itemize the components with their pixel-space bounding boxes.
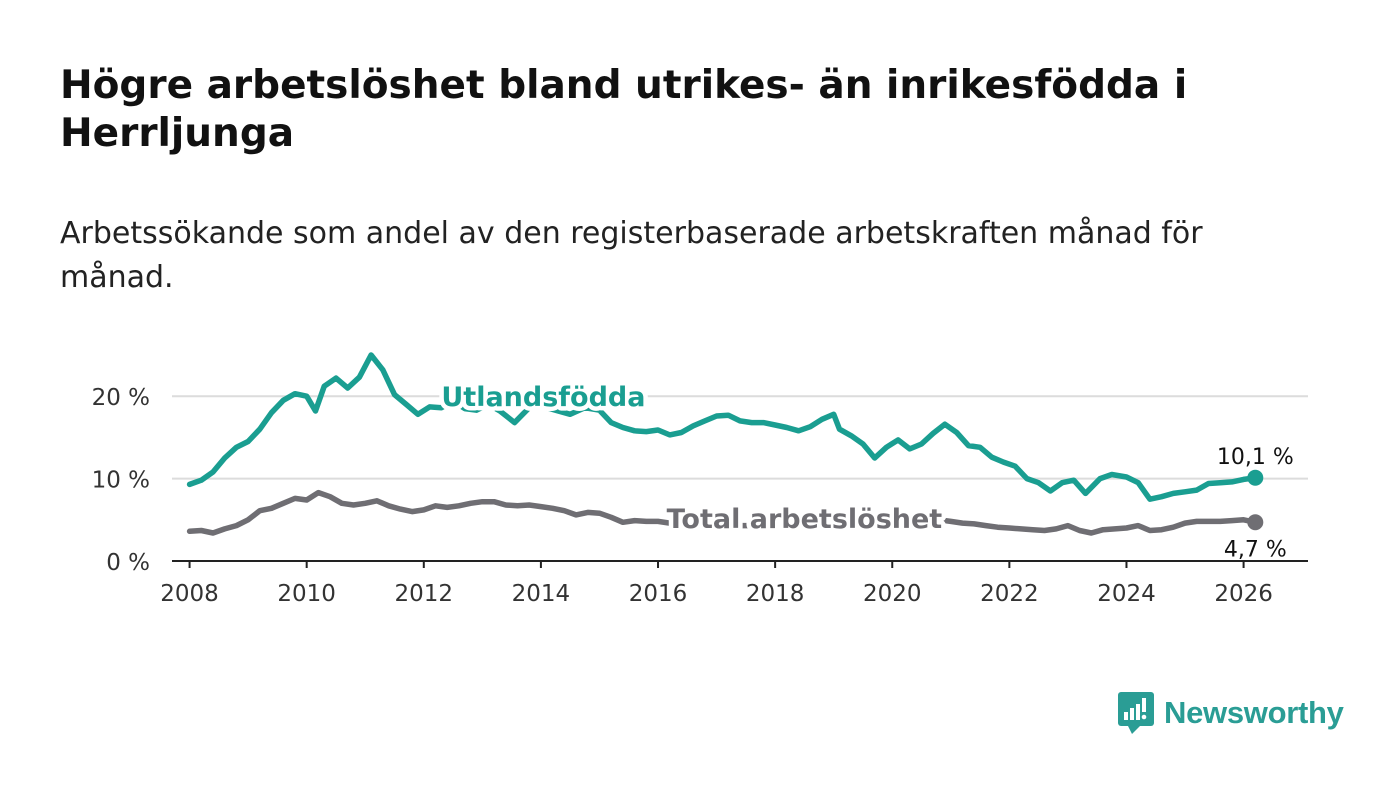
chart-title: Högre arbetslöshet bland utrikes- än inr…: [60, 63, 1188, 156]
series-end-marker: [1247, 469, 1264, 486]
x-tick-label: 2016: [629, 581, 688, 607]
x-tick-label: 2010: [277, 581, 336, 607]
chart-subtitle: Arbetssökande som andel av den registerb…: [60, 216, 1203, 295]
gridlines: [172, 395, 1308, 480]
y-tick-label: 10 %: [92, 468, 150, 494]
x-tick-label: 2020: [863, 581, 922, 607]
brand-name: Newsworthy: [1164, 695, 1344, 730]
labels: Utlandsfödda Total arbetslöshet 10,1 % 4,7 …: [437, 378, 1294, 563]
series-label: Utlandsfödda: [441, 382, 645, 413]
x-tick-label: 2026: [1214, 581, 1273, 607]
x-tick-label: 2024: [1097, 581, 1156, 607]
axes: 0 % 10 % 20 % 2008 2010 2012 2014 2016 2018 2020 2…: [92, 385, 1308, 607]
x-tick-label: 2014: [512, 581, 571, 607]
x-tick-label: 2022: [980, 581, 1039, 607]
x-tick-label: 2012: [395, 581, 454, 607]
series-label: Total arbetslöshet: [667, 504, 943, 535]
newsworthy-logo-icon: [1118, 692, 1154, 734]
newsworthy-logo: Newsworthy: [1118, 690, 1344, 736]
series: [186, 352, 1264, 536]
series-end-marker: [1247, 514, 1264, 531]
x-tick-label: 2008: [160, 581, 219, 607]
y-tick-label: 0 %: [106, 550, 150, 576]
end-value-label: 10,1 %: [1217, 445, 1294, 470]
x-tick-label: 2018: [746, 581, 805, 607]
series-line-total: [186, 489, 1259, 536]
y-tick-label: 20 %: [92, 385, 150, 411]
series-line-utlandsfodda: [186, 352, 1259, 502]
end-value-label: 4,7 %: [1224, 537, 1287, 562]
